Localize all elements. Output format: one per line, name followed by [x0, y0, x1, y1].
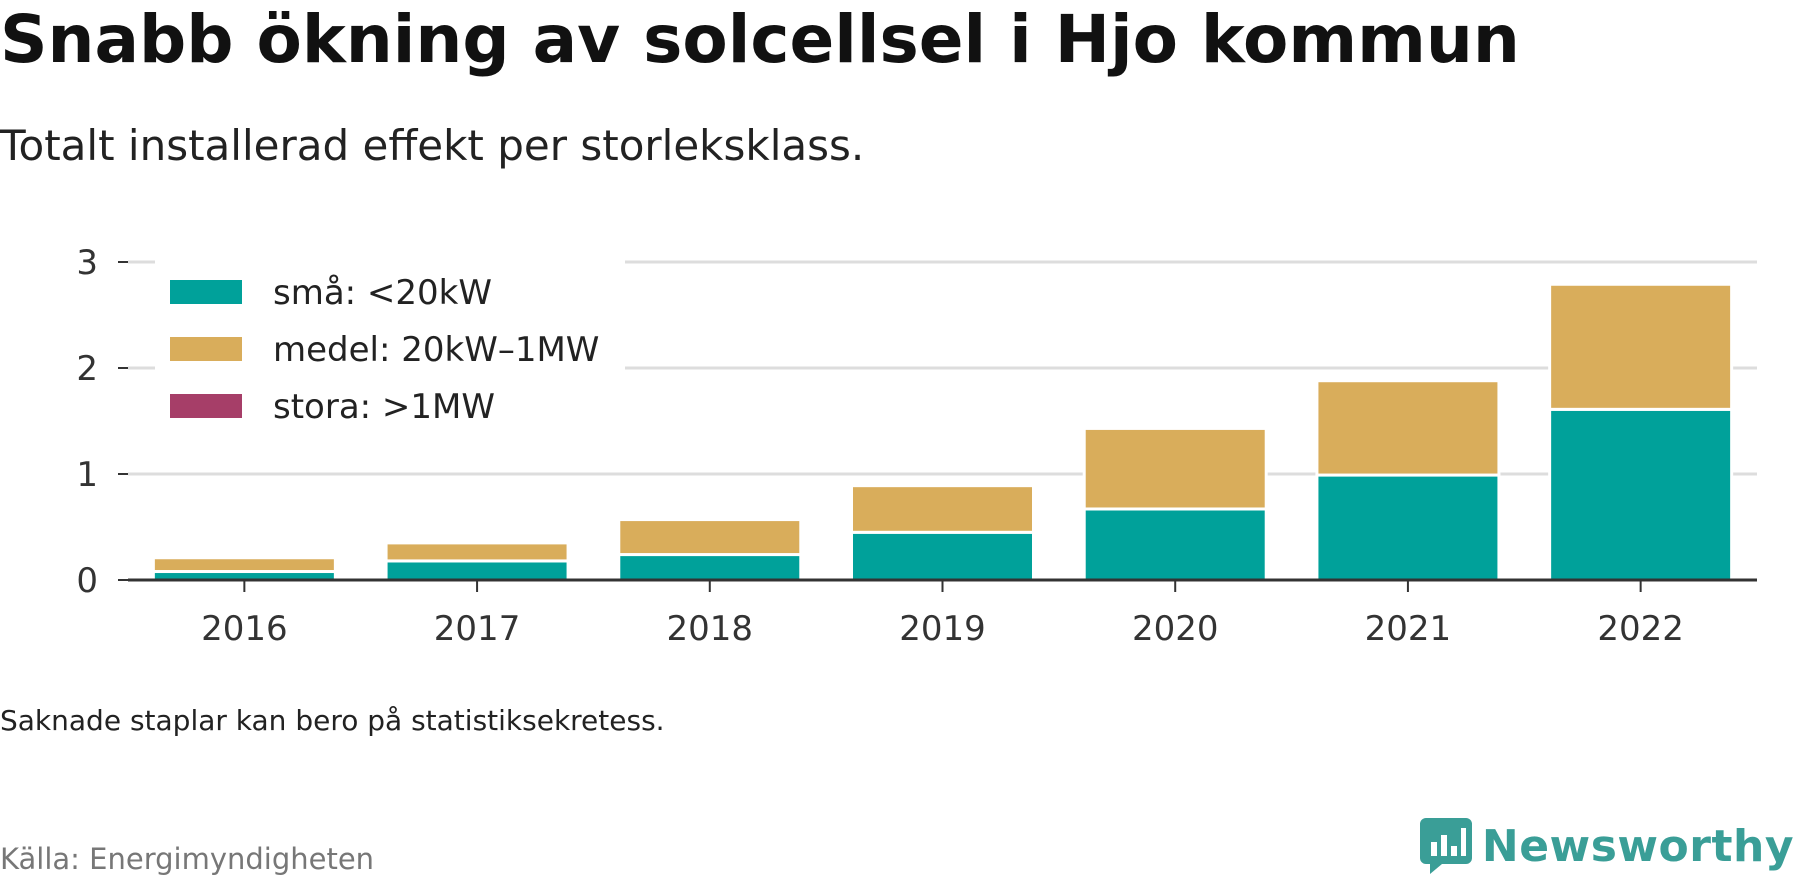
y-tick-label: 1 — [76, 455, 98, 495]
legend-label: stora: >1MW — [273, 387, 495, 427]
x-axis-ticks: 2016 2017 2018 2019 2020 2021 2022 — [201, 580, 1684, 649]
bar-segment — [1082, 507, 1268, 582]
bar-segment — [850, 530, 1035, 582]
bar-segment — [1082, 426, 1268, 511]
y-axis-ticks: 0 1 2 3 — [76, 243, 128, 601]
x-tick-label: 2022 — [1597, 609, 1684, 649]
bars — [151, 282, 1734, 582]
bar-segment — [1315, 473, 1501, 582]
x-tick-label: 2018 — [667, 609, 754, 649]
chart-title: Snabb ökning av solcellsel i Hjo kommun — [0, 1, 1520, 78]
legend: små: <20kW medel: 20kW–1MW stora: >1MW — [155, 250, 625, 440]
chart-subtitle: Totalt installerad effekt per storlekskl… — [0, 121, 865, 170]
x-tick-label: 2016 — [201, 609, 288, 649]
bar-segment — [1548, 407, 1734, 582]
chat-bubble-bar-chart-icon — [1419, 818, 1472, 874]
footnote: Saknade staplar kan bero på statistiksek… — [0, 704, 665, 737]
y-tick-label: 2 — [76, 349, 98, 389]
source-credit: Källa: Energimyndigheten — [0, 842, 375, 876]
bar-segment — [850, 484, 1035, 534]
x-tick-label: 2020 — [1132, 609, 1219, 649]
legend-label: små: <20kW — [273, 273, 492, 313]
x-tick-label: 2021 — [1365, 609, 1452, 649]
legend-label: medel: 20kW–1MW — [273, 330, 599, 370]
bar-segment — [1548, 282, 1734, 411]
bar-segment — [151, 556, 337, 574]
x-tick-label: 2017 — [434, 609, 521, 649]
legend-swatch — [170, 280, 242, 304]
brand-name: Newsworthy — [1481, 820, 1794, 872]
legend-swatch — [170, 394, 242, 418]
bar-segment — [617, 553, 803, 582]
y-tick-label: 0 — [76, 561, 98, 601]
bar-segment — [384, 559, 570, 582]
x-tick-label: 2019 — [899, 609, 986, 649]
bar-segment — [617, 518, 803, 557]
stacked-bar-chart: 0 1 2 3 2016 2017 2018 2019 2020 2021 2022 små: <… — [76, 243, 1757, 649]
bar-segment — [1315, 379, 1501, 477]
legend-swatch — [170, 337, 242, 361]
brand-logo: Newsworthy — [1419, 818, 1794, 874]
y-tick-label: 3 — [76, 243, 98, 283]
bar-segment — [384, 541, 570, 563]
